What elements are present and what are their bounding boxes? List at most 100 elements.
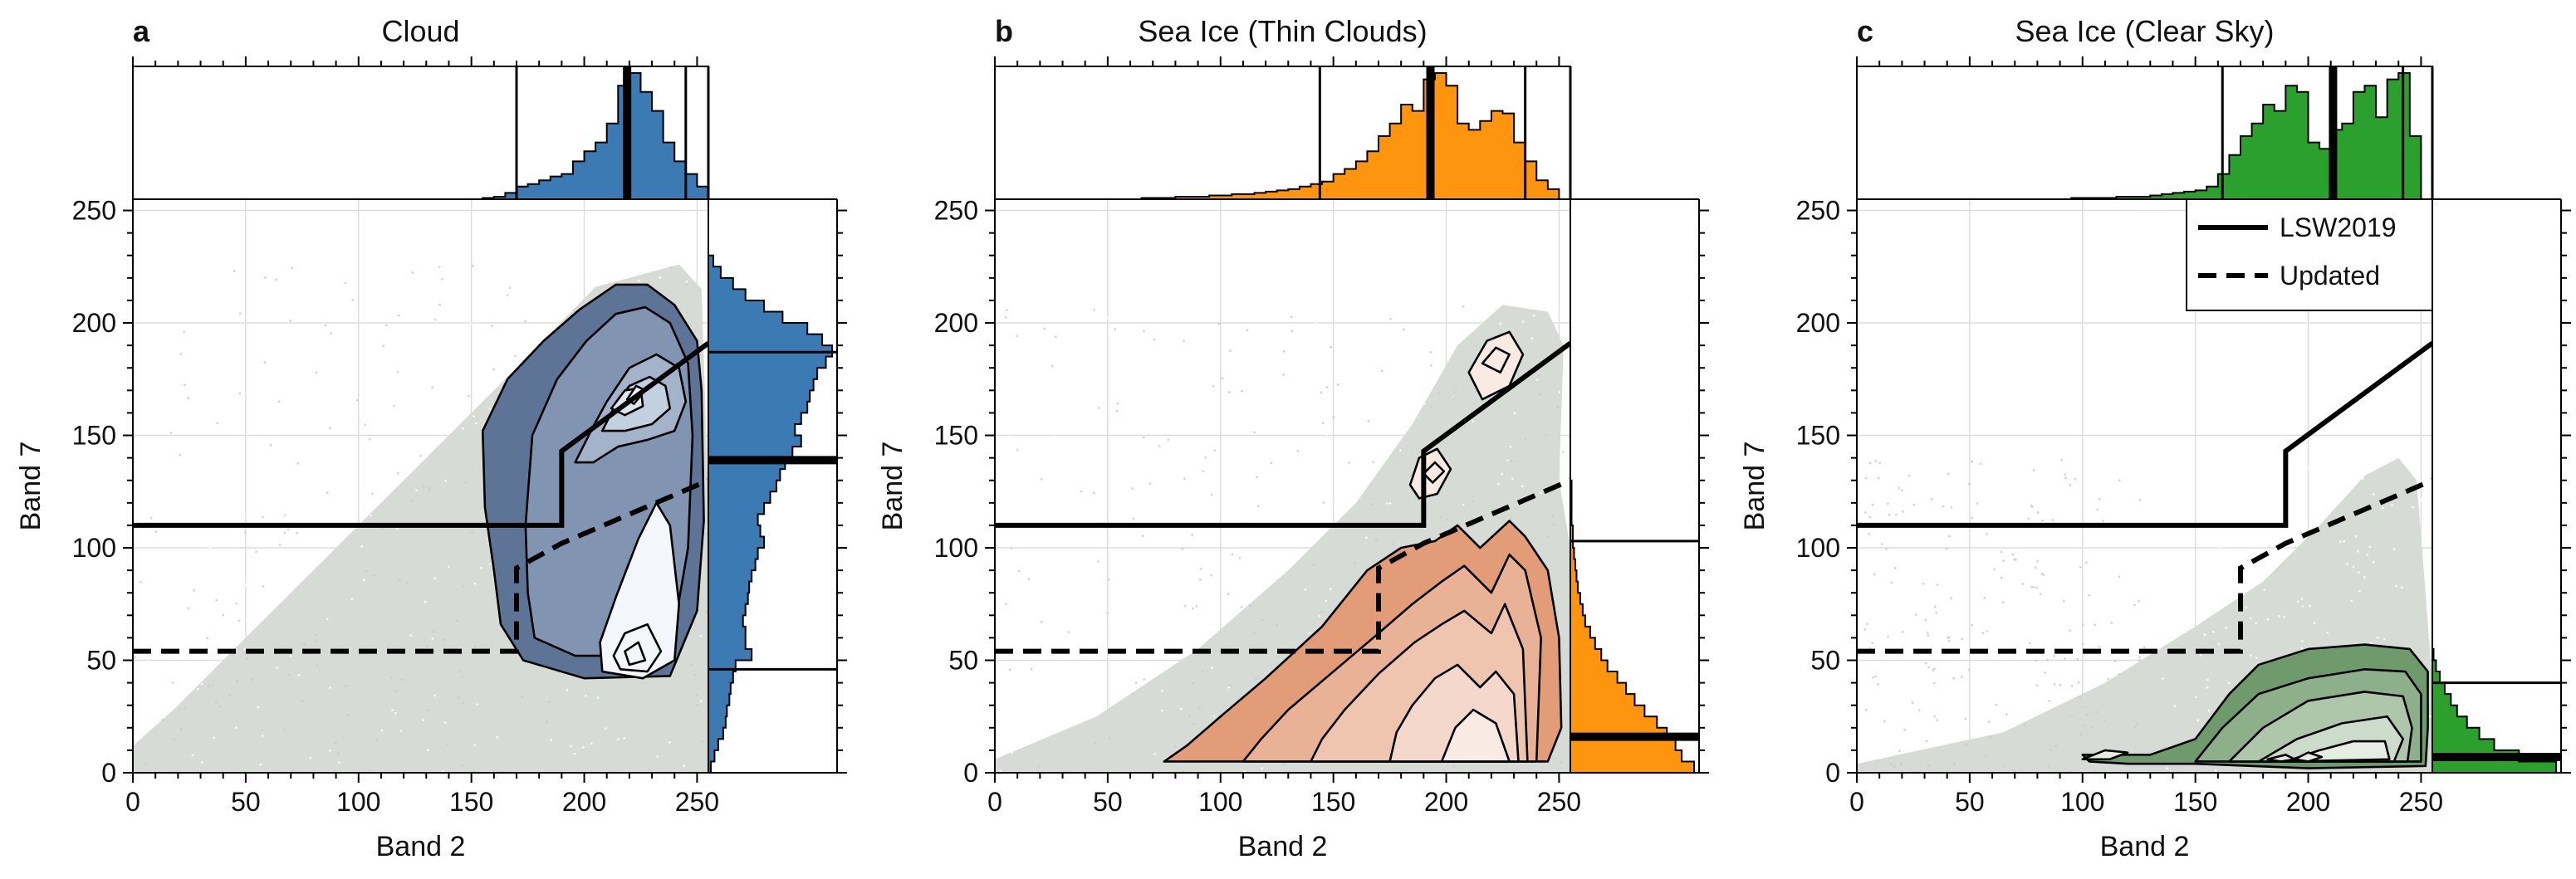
scatter-point bbox=[1947, 472, 1950, 476]
scatter-point bbox=[257, 401, 260, 404]
x-tick-label: 100 bbox=[336, 787, 380, 817]
scatter-point bbox=[1924, 618, 1927, 622]
scatter-point bbox=[426, 709, 429, 711]
scatter-point bbox=[1440, 515, 1443, 518]
top-histogram-bars bbox=[133, 72, 709, 200]
scatter-point bbox=[236, 680, 238, 682]
scatter-point bbox=[206, 637, 208, 640]
scatter-point bbox=[1979, 462, 1982, 466]
scatter-point bbox=[1316, 437, 1320, 440]
scatter-point bbox=[2309, 501, 2313, 504]
scatter-point bbox=[434, 318, 437, 321]
side-histogram-bars bbox=[708, 199, 833, 774]
threshold-updated-line bbox=[995, 477, 1570, 654]
scatter-point bbox=[2166, 767, 2168, 770]
scatter-point bbox=[144, 762, 147, 765]
scatter-point bbox=[1192, 682, 1194, 685]
scatter-point bbox=[140, 580, 142, 584]
scatter-point bbox=[1888, 514, 1891, 516]
scatter-point bbox=[188, 578, 190, 580]
scatter-point bbox=[251, 678, 254, 681]
scatter-point bbox=[473, 582, 477, 585]
scatter-point bbox=[233, 508, 235, 511]
scatter-point bbox=[605, 727, 607, 730]
scatter-point bbox=[1305, 510, 1309, 513]
scatter-point bbox=[419, 454, 422, 457]
scatter-point bbox=[1099, 572, 1103, 574]
scatter-point bbox=[1108, 737, 1111, 740]
x-tick-label: 100 bbox=[2060, 787, 2104, 817]
scatter-point bbox=[2326, 487, 2329, 491]
scatter-point bbox=[1212, 385, 1215, 388]
scatter-point bbox=[2383, 637, 2386, 641]
scatter-point bbox=[1357, 481, 1360, 484]
scatter-point bbox=[1961, 637, 1963, 641]
scatter-point bbox=[2035, 586, 2038, 589]
scatter-point bbox=[364, 423, 366, 426]
scatter-point bbox=[1868, 533, 1871, 535]
scatter-point bbox=[365, 569, 368, 572]
y-tick-label: 50 bbox=[948, 646, 978, 676]
scatter-point bbox=[2391, 504, 2393, 507]
scatter-point bbox=[330, 332, 333, 335]
scatter-point bbox=[405, 581, 409, 584]
scatter-point bbox=[2081, 642, 2084, 645]
x-tick-label: 0 bbox=[987, 787, 1002, 817]
scatter-point bbox=[2338, 540, 2342, 544]
x-tick-label: 100 bbox=[1198, 787, 1242, 817]
y-tick-label: 200 bbox=[72, 308, 116, 338]
y-tick-label: 100 bbox=[72, 533, 116, 563]
scatter-point bbox=[149, 516, 153, 520]
scatter-point bbox=[1093, 309, 1095, 311]
scatter-point bbox=[1885, 548, 1888, 550]
top-histogram bbox=[132, 66, 710, 200]
scatter-point bbox=[478, 273, 482, 276]
scatter-point bbox=[469, 322, 473, 325]
scatter-point bbox=[262, 735, 264, 737]
scatter-point bbox=[1183, 604, 1187, 608]
scatter-point bbox=[1092, 491, 1095, 495]
scatter-point bbox=[331, 459, 333, 462]
scatter-point bbox=[344, 281, 347, 285]
top-histogram bbox=[994, 66, 1572, 200]
scatter-point bbox=[2265, 487, 2269, 490]
scatter-point bbox=[2250, 617, 2252, 620]
scatter-point bbox=[2133, 670, 2137, 672]
scatter-point bbox=[2199, 654, 2202, 657]
scatter-point bbox=[1385, 502, 1388, 505]
scatter-point bbox=[1010, 547, 1013, 549]
scatter-point bbox=[386, 647, 389, 650]
scatter-point bbox=[1132, 517, 1135, 520]
scatter-point bbox=[158, 416, 160, 418]
scatter-point bbox=[1389, 317, 1392, 320]
scatter-point bbox=[457, 267, 460, 271]
x-tick-label: 200 bbox=[562, 787, 606, 817]
scatter-point bbox=[174, 504, 176, 507]
scatter-point bbox=[2204, 463, 2206, 466]
scatter-point bbox=[1890, 581, 1893, 584]
scatter-point bbox=[351, 298, 354, 301]
scatter-point bbox=[2206, 686, 2209, 689]
y-tick-label: 50 bbox=[1810, 646, 1840, 676]
scatter-point bbox=[472, 264, 474, 267]
scatter-point bbox=[1936, 719, 1939, 721]
scatter-point bbox=[1864, 476, 1868, 480]
scatter-point bbox=[2034, 566, 2037, 569]
scatter-point bbox=[1016, 640, 1020, 642]
x-tick-label: 200 bbox=[2286, 787, 2330, 817]
scatter-point bbox=[1863, 628, 1867, 631]
scatter-point bbox=[581, 746, 585, 749]
scatter-point bbox=[2138, 499, 2142, 501]
scatter-point bbox=[315, 371, 318, 374]
scatter-point bbox=[2133, 725, 2137, 729]
scatter-point bbox=[2187, 624, 2190, 628]
scatter-point bbox=[548, 701, 551, 703]
scatter-point bbox=[1107, 579, 1110, 581]
scatter-point bbox=[1156, 407, 1159, 409]
scatter-point bbox=[1908, 474, 1911, 477]
scatter-point bbox=[1030, 668, 1033, 671]
scatter-point bbox=[226, 268, 228, 271]
scatter-point bbox=[2352, 565, 2355, 569]
scatter-point bbox=[2368, 545, 2372, 548]
scatter-point bbox=[2079, 733, 2083, 735]
